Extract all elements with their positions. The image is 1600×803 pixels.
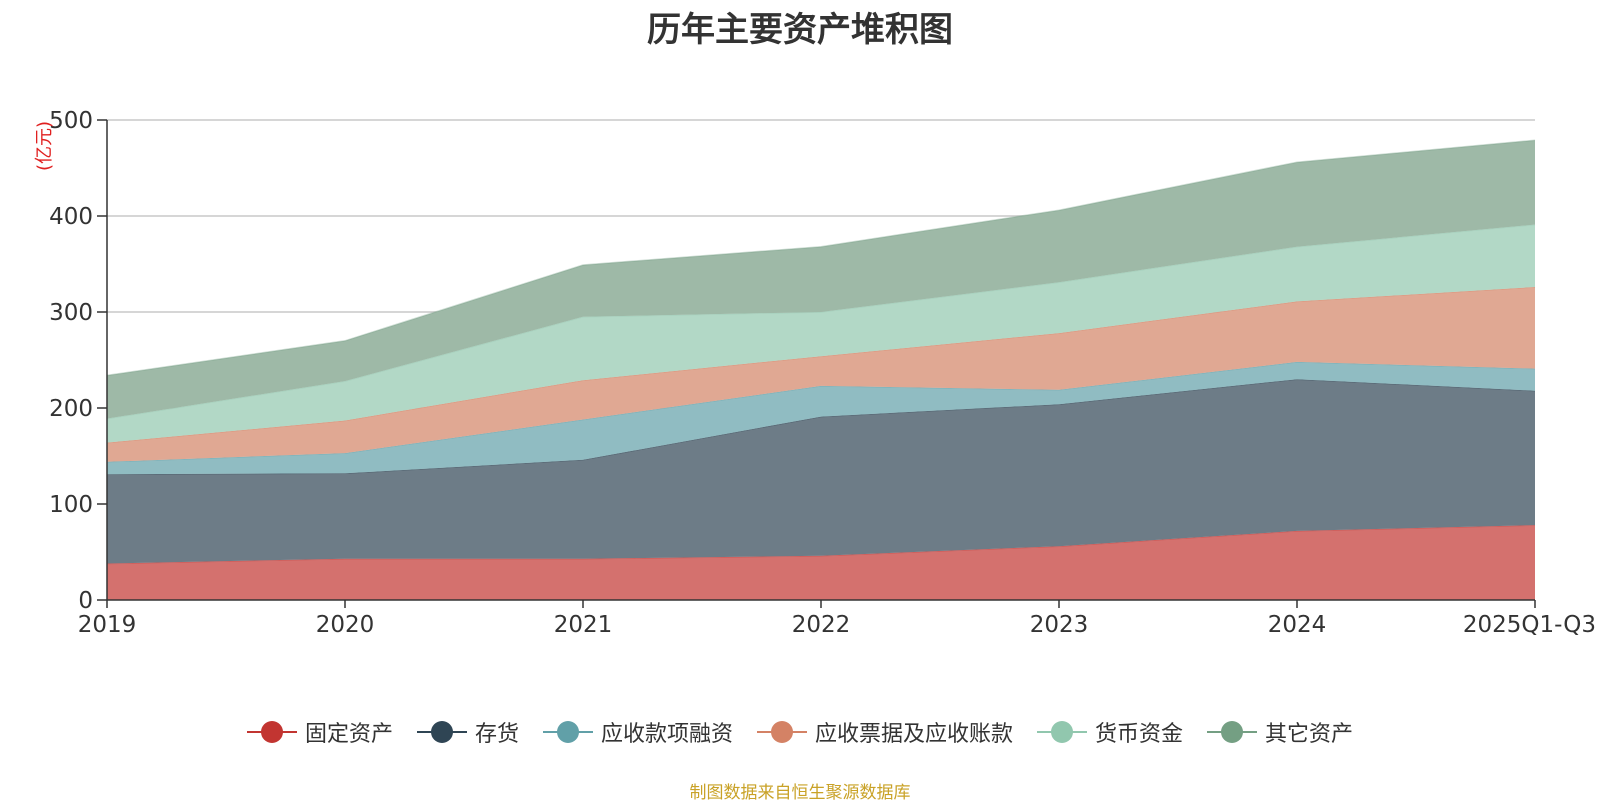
area-series-5[interactable] [107, 224, 1535, 443]
legend-item-3[interactable]: 应收款项融资 [542, 716, 733, 748]
data-point[interactable] [1055, 206, 1063, 214]
area-series-3[interactable] [107, 361, 1535, 475]
tick-labels: 0 100 200 300 400 500 2019 2020 2021 2022 2023 2024… [34, 108, 1596, 638]
legend-item-5[interactable]: 货币资金 [1037, 716, 1183, 748]
area-series-edge [106, 139, 1536, 377]
x-tick-label: 2020 [316, 612, 375, 638]
legend-item-4[interactable]: 应收票据及应收账款 [757, 716, 1013, 748]
legend-label: 固定资产 [304, 722, 393, 747]
y-axis-unit-label: (亿元) [34, 121, 55, 171]
area-series-1[interactable] [107, 525, 1535, 600]
chart-title: 历年主要资产堆积图 [647, 10, 953, 50]
x-tick-label: 2023 [1030, 612, 1089, 638]
legend-item-1[interactable]: 固定资产 [246, 716, 393, 748]
legend-marker-icon [542, 721, 593, 743]
y-tick-label: 100 [49, 492, 93, 518]
stacked-area-chart: 0 100 200 300 400 500 2019 2020 2021 2022 2023 2024… [34, 108, 1596, 638]
y-tick-label: 0 [78, 588, 93, 614]
legend-label: 存货 [474, 722, 519, 747]
area-series-4[interactable] [107, 287, 1535, 462]
area-series-layer [106, 136, 1539, 600]
x-tick-label: 2025Q1-Q3 [1463, 612, 1596, 638]
area-series-6[interactable] [107, 140, 1535, 419]
legend-label: 其它资产 [1265, 722, 1354, 747]
legend-label: 货币资金 [1095, 722, 1184, 747]
legend-label: 应收款项融资 [600, 722, 733, 747]
source-note: 制图数据来自恒生聚源数据库 [689, 783, 911, 803]
x-tick-label: 2021 [554, 612, 613, 638]
legend: 固定资产 存货 应收款项融资 应收票据及应收账款 货币资金 其它资产 [0, 716, 1600, 748]
area-series-2[interactable] [107, 379, 1535, 564]
x-tick-label: 2024 [1268, 612, 1327, 638]
data-point[interactable] [579, 261, 587, 269]
data-point[interactable] [341, 337, 349, 345]
data-point[interactable] [1293, 158, 1301, 166]
legend-marker-icon [1037, 721, 1088, 743]
y-tick-label: 400 [49, 204, 93, 230]
legend-marker-icon [246, 721, 297, 743]
legend-marker-icon [416, 721, 467, 743]
y-tick-label: 300 [49, 300, 93, 326]
legend-item-2[interactable]: 存货 [416, 716, 519, 748]
y-tick-label: 200 [49, 396, 93, 422]
data-point[interactable] [817, 243, 825, 251]
legend-marker-icon [757, 721, 807, 743]
x-tick-label: 2022 [792, 612, 851, 638]
axes [97, 119, 1536, 608]
x-tick-label: 2019 [78, 612, 137, 638]
legend-item-6[interactable]: 其它资产 [1207, 716, 1353, 748]
legend-marker-icon [1207, 721, 1258, 743]
y-tick-label: 500 [49, 108, 93, 134]
legend-label: 应收票据及应收账款 [815, 722, 1014, 747]
data-point[interactable] [1531, 136, 1539, 144]
